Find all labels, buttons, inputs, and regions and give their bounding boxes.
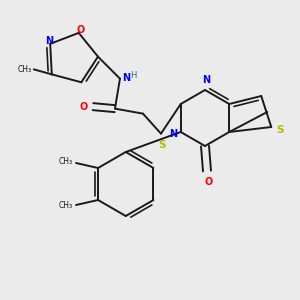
- Text: O: O: [80, 102, 88, 112]
- Text: CH₃: CH₃: [59, 202, 73, 211]
- Text: CH₃: CH₃: [18, 65, 32, 74]
- Text: O: O: [76, 25, 85, 35]
- Text: N: N: [202, 75, 210, 85]
- Text: O: O: [205, 177, 213, 187]
- Text: N: N: [45, 36, 53, 46]
- Text: H: H: [130, 71, 136, 80]
- Text: S: S: [158, 140, 166, 150]
- Text: S: S: [276, 125, 284, 135]
- Text: N: N: [122, 73, 130, 82]
- Text: CH₃: CH₃: [59, 158, 73, 166]
- Text: N: N: [169, 129, 177, 139]
